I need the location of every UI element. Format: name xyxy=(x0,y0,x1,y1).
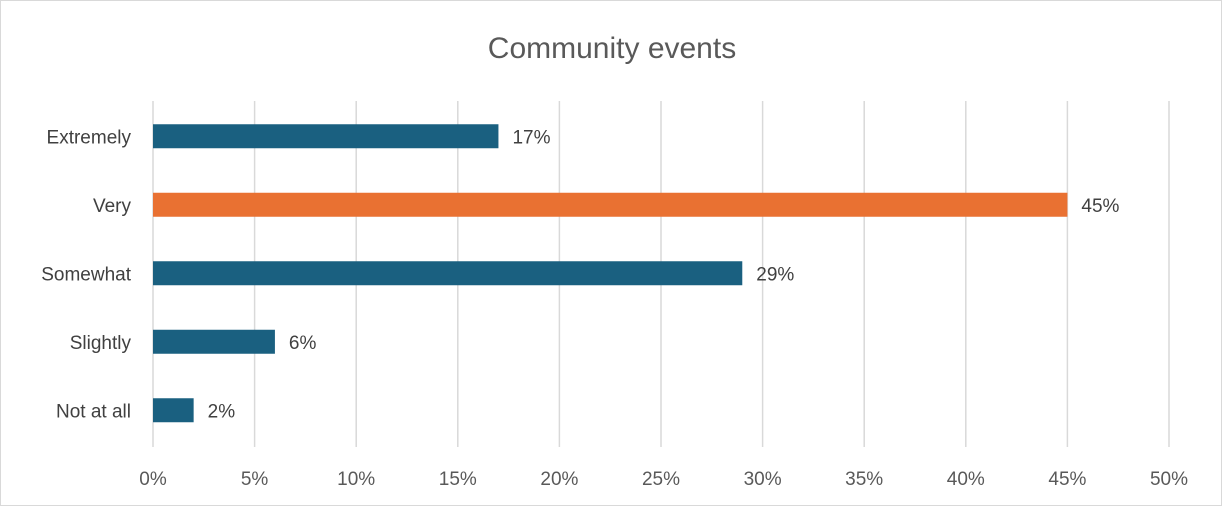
x-tick-label: 5% xyxy=(241,469,269,490)
x-tick-label: 0% xyxy=(139,469,167,490)
category-label: Extremely xyxy=(47,127,132,148)
data-label: 45% xyxy=(1081,196,1119,217)
x-tick-label: 20% xyxy=(540,469,578,490)
bar xyxy=(153,329,275,354)
category-label: Slightly xyxy=(70,333,132,354)
category-label: Not at all xyxy=(56,401,131,422)
x-axis-ticks: 0% 5% 10% 15% 20% 25% 30% 35% 40% 45% 50% xyxy=(139,469,1188,490)
data-label: 6% xyxy=(289,333,317,354)
bar xyxy=(153,261,743,286)
data-label: 29% xyxy=(756,264,794,285)
x-tick-label: 35% xyxy=(845,469,883,490)
data-label: 2% xyxy=(208,401,236,422)
x-tick-label: 10% xyxy=(337,469,375,490)
x-tick-label: 30% xyxy=(744,469,782,490)
bar xyxy=(153,192,1068,217)
chart-title: Community events xyxy=(488,32,736,65)
x-tick-label: 15% xyxy=(439,469,477,490)
x-tick-label: 40% xyxy=(947,469,985,490)
category-labels: Extremely Very Somewhat Slightly Not at all xyxy=(41,127,131,422)
x-tick-label: 50% xyxy=(1150,469,1188,490)
data-label: 17% xyxy=(512,127,550,148)
bar xyxy=(153,124,499,149)
data-labels: 17% 45% 29% 6% 2% xyxy=(208,127,1120,422)
bars xyxy=(153,124,1068,423)
category-label: Very xyxy=(93,196,132,217)
x-tick-label: 25% xyxy=(642,469,680,490)
bar xyxy=(153,398,194,423)
category-label: Somewhat xyxy=(41,264,131,285)
x-tick-label: 45% xyxy=(1048,469,1086,490)
